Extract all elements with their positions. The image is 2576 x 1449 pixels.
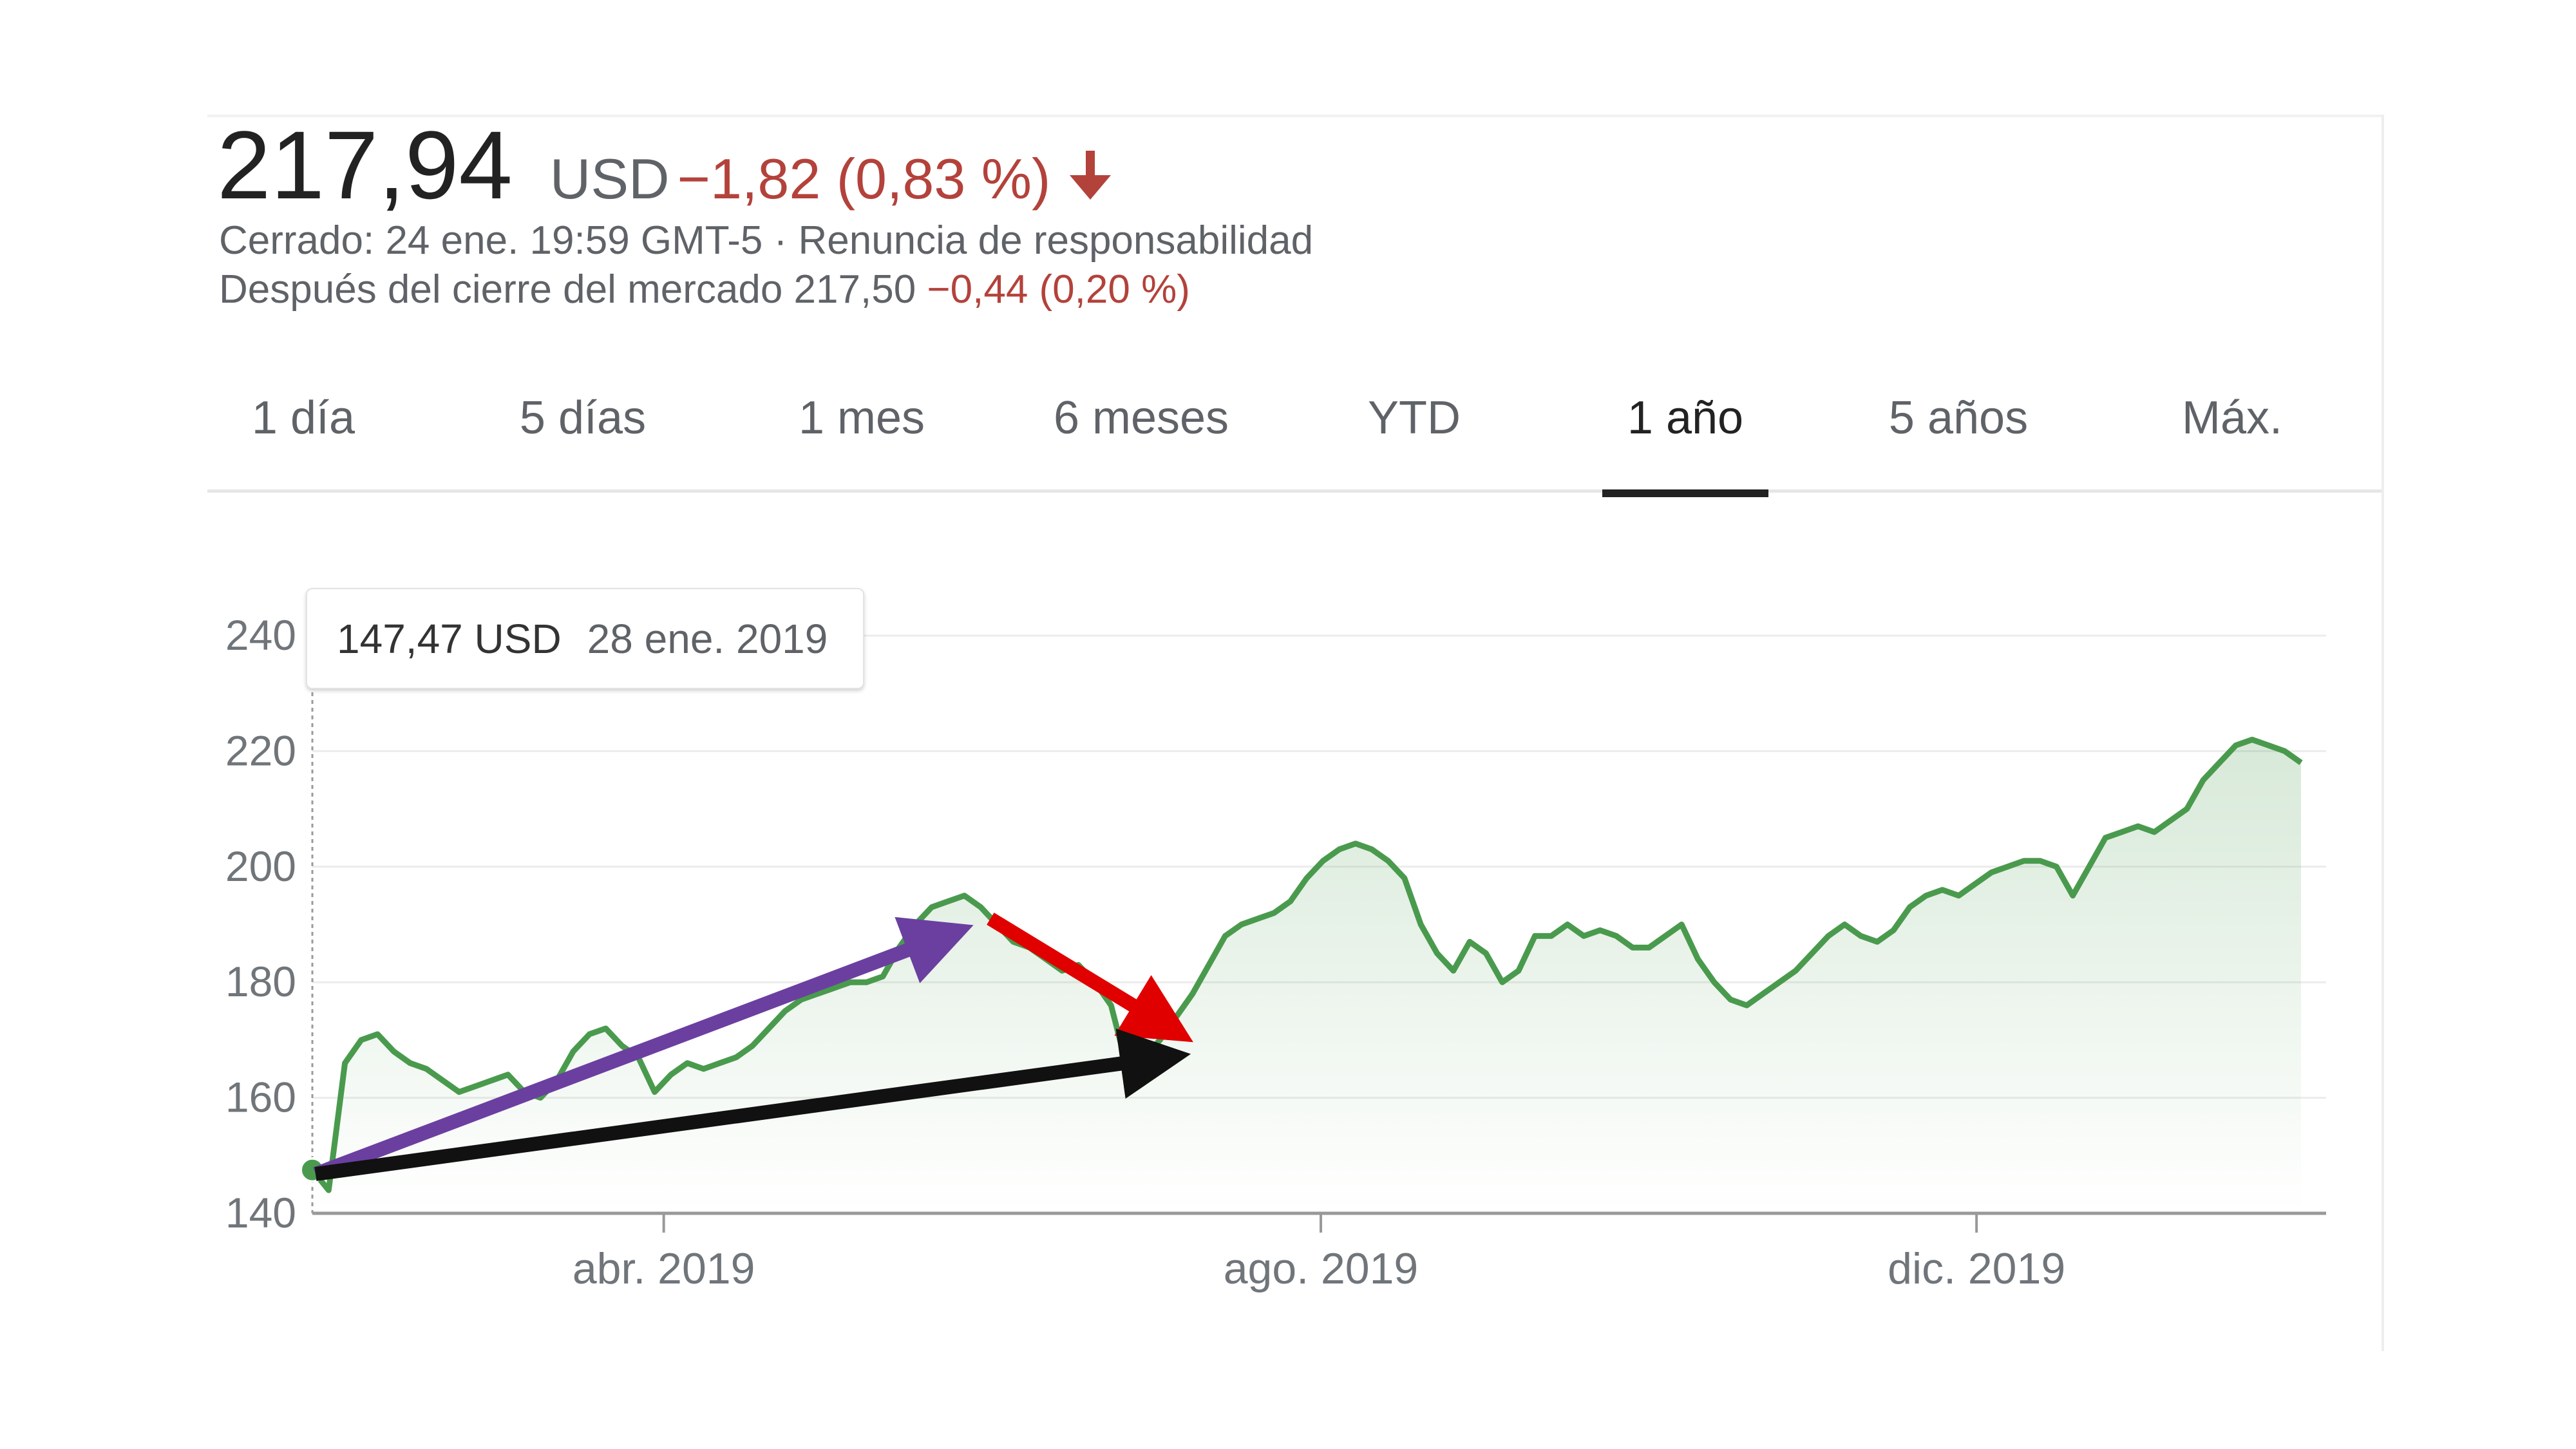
card-top-border: [207, 115, 2384, 117]
after-hours-line: Después del cierre del mercado 217,50 −0…: [219, 267, 1190, 312]
series-area: [312, 739, 2301, 1213]
x-axis: abr. 2019 ago. 2019 dic. 2019: [573, 1213, 2065, 1293]
active-tab-indicator: [1602, 489, 1768, 497]
y-tick-label: 240: [225, 611, 296, 659]
quote-header: 217,94 USD −1,82 (0,83 %): [217, 109, 1113, 221]
current-price: 217,94: [217, 111, 513, 219]
card-right-border: [2382, 115, 2384, 1351]
tab-ytd[interactable]: YTD: [1368, 392, 1461, 444]
y-tick-label: 180: [225, 958, 296, 1005]
purple-arrow: [313, 916, 974, 1181]
y-tick-label: 160: [225, 1074, 296, 1121]
price-change: −1,82 (0,83 %): [677, 147, 1051, 211]
hover-tooltip: 147,47 USD 28 ene. 2019: [306, 588, 864, 689]
down-arrow-icon: [1067, 151, 1113, 201]
after-hours-change: −0,44 (0,20 %): [927, 267, 1190, 312]
tabs-divider: [207, 489, 2382, 493]
after-hours-label: Después del cierre del mercado 217,50: [219, 267, 916, 312]
range-tabs: 1 día 5 días 1 mes 6 meses YTD 1 año 5 a…: [207, 361, 2382, 496]
tooltip-value: 147,47 USD: [337, 615, 562, 662]
x-tick-label: abr. 2019: [573, 1244, 755, 1293]
x-tick-label: ago. 2019: [1224, 1244, 1419, 1293]
tab-max[interactable]: Máx.: [2181, 392, 2283, 444]
y-tick-label: 140: [225, 1189, 296, 1236]
y-tick-label: 200: [225, 842, 296, 890]
black-arrow: [314, 1028, 1191, 1181]
tab-5-anos[interactable]: 5 años: [1888, 392, 2029, 444]
tab-1-ano[interactable]: 1 año: [1627, 392, 1744, 444]
market-status-line: Cerrado: 24 ene. 19:59 GMT-5 · Renuncia …: [219, 218, 1314, 263]
series-line: [310, 737, 2303, 1193]
annotation-arrows: [313, 913, 1193, 1181]
tooltip-date: 28 ene. 2019: [587, 615, 828, 662]
red-arrow: [987, 913, 1193, 1043]
tab-1-dia[interactable]: 1 día: [251, 392, 355, 444]
plot-area: [299, 737, 2303, 1213]
y-axis-ticks: 140 160 180 200 220 240: [225, 611, 296, 1236]
tab-6-meses[interactable]: 6 meses: [1053, 392, 1229, 444]
y-tick-label: 220: [225, 726, 296, 774]
tab-1-mes[interactable]: 1 mes: [798, 392, 925, 444]
x-tick-label: dic. 2019: [1888, 1244, 2065, 1293]
tab-5-dias[interactable]: 5 días: [519, 392, 647, 444]
currency-label: USD: [549, 147, 670, 211]
